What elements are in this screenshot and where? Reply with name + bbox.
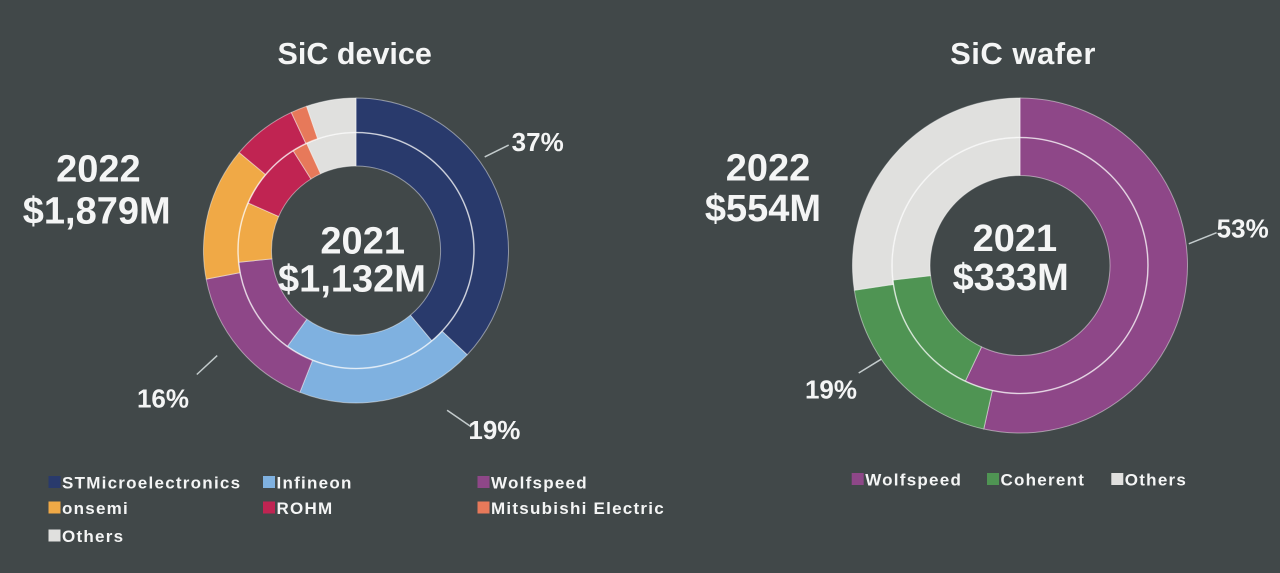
svg-text:STMicroelectronics: STMicroelectronics — [62, 473, 241, 492]
svg-text:16%: 16% — [137, 384, 189, 414]
svg-text:onsemi: onsemi — [62, 499, 129, 518]
svg-text:ROHM: ROHM — [277, 499, 334, 518]
svg-text:SiC wafer: SiC wafer — [950, 36, 1096, 71]
svg-text:Wolfspeed: Wolfspeed — [491, 473, 588, 492]
svg-text:Infineon: Infineon — [277, 473, 353, 492]
svg-text:Mitsubishi Electric: Mitsubishi Electric — [491, 499, 665, 518]
svg-text:53%: 53% — [1217, 214, 1269, 244]
svg-text:$333M: $333M — [953, 257, 1069, 299]
svg-text:2021: 2021 — [973, 218, 1058, 260]
svg-text:2022: 2022 — [726, 148, 811, 190]
svg-text:2021: 2021 — [320, 220, 405, 262]
svg-text:SiC device: SiC device — [278, 37, 432, 71]
svg-text:$1,879M: $1,879M — [23, 191, 171, 233]
svg-text:$1,132M: $1,132M — [278, 259, 426, 301]
svg-text:19%: 19% — [468, 415, 520, 445]
svg-text:37%: 37% — [512, 127, 564, 157]
svg-text:Coherent: Coherent — [1001, 470, 1086, 489]
svg-text:Wolfspeed: Wolfspeed — [865, 470, 962, 489]
svg-text:2022: 2022 — [56, 149, 141, 191]
svg-text:Others: Others — [62, 527, 124, 546]
svg-text:Others: Others — [1125, 470, 1187, 489]
svg-text:$554M: $554M — [705, 188, 821, 230]
svg-text:19%: 19% — [805, 374, 857, 404]
